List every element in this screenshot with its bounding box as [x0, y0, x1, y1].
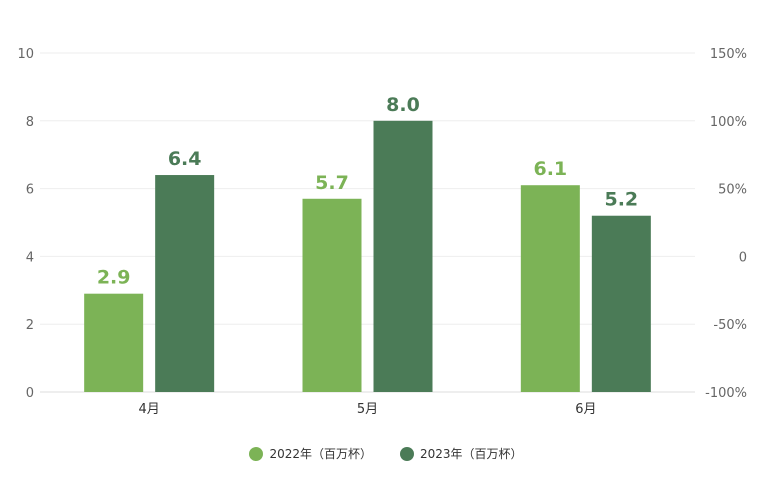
x-tick-label: 4月 [139, 402, 160, 417]
data-label: 2.9 [97, 267, 131, 289]
legend-item-2023[interactable]: 2023年（百万杯） [400, 445, 523, 462]
x-tick-label: 6月 [575, 402, 596, 417]
x-tick-label: 5月 [357, 402, 378, 417]
y2-tick-label: 150% [710, 47, 747, 62]
data-label: 6.4 [168, 148, 202, 170]
legend-swatch-2022 [249, 446, 264, 461]
legend-label-2023: 2023年（百万杯） [420, 447, 523, 461]
bar-2022 [520, 185, 580, 392]
bar-2022 [84, 293, 144, 392]
y2-tick-label: 50% [718, 183, 747, 198]
data-label: 8.0 [386, 94, 420, 116]
bar-2022 [302, 198, 362, 392]
y2-tick-label: 0 [739, 250, 747, 265]
bar-2023 [155, 175, 215, 392]
y2-tick-label: 100% [710, 115, 747, 130]
legend: 2022年（百万杯） 2023年（百万杯） [0, 445, 772, 462]
data-label: 5.7 [315, 172, 349, 194]
data-label: 5.2 [604, 189, 638, 211]
legend-swatch-2023 [400, 446, 414, 461]
y-tick-label: 6 [26, 183, 34, 198]
y-tick-label: 10 [17, 47, 34, 62]
data-label: 6.1 [533, 158, 567, 180]
bar-2023 [591, 215, 651, 392]
y2-tick-label: -100% [705, 386, 747, 401]
bar-2023 [373, 120, 433, 393]
y2-tick-label: -50% [713, 318, 747, 333]
legend-label-2022: 2022年（百万杯） [269, 447, 372, 461]
y-tick-label: 0 [26, 386, 34, 401]
y-tick-label: 8 [26, 115, 34, 130]
legend-item-2022[interactable]: 2022年（百万杯） [249, 445, 372, 462]
y-tick-label: 2 [26, 318, 34, 333]
y-tick-label: 4 [26, 250, 34, 265]
